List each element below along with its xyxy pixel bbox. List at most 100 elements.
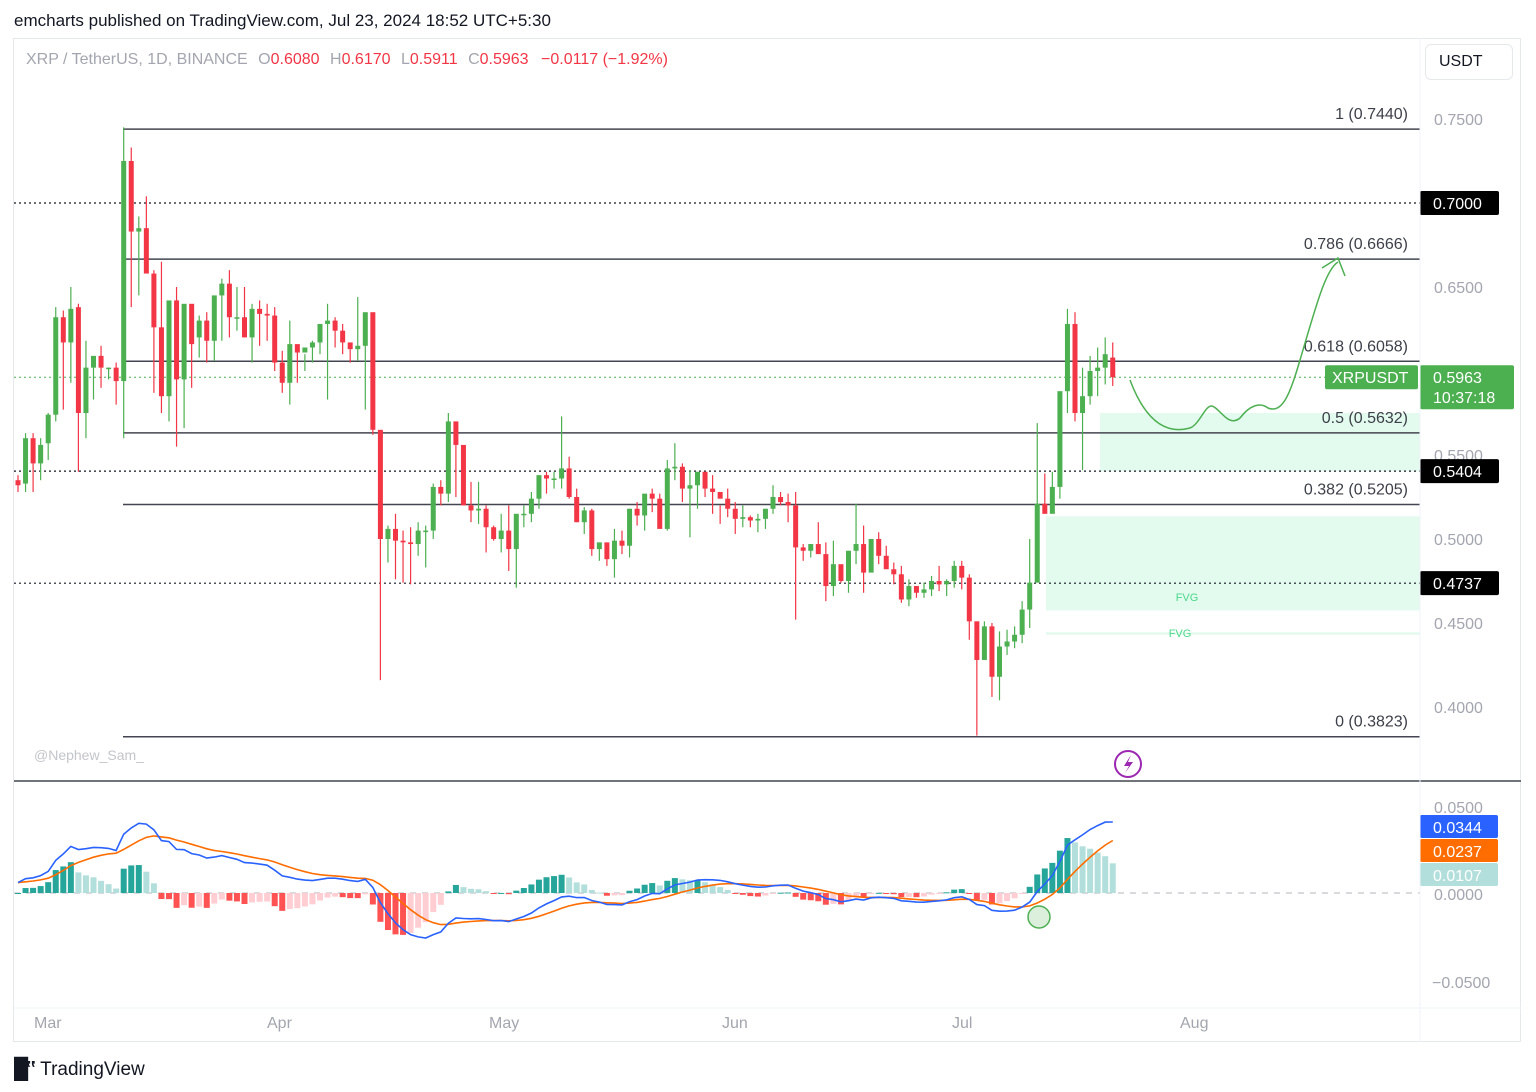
candle-down[interactable] bbox=[574, 497, 580, 523]
candle-up[interactable] bbox=[106, 367, 112, 370]
candle-up[interactable] bbox=[166, 300, 172, 397]
candle-down[interactable] bbox=[370, 312, 376, 430]
candle-down[interactable] bbox=[113, 367, 119, 382]
candle-down[interactable] bbox=[30, 438, 36, 464]
candle-up[interactable] bbox=[664, 468, 670, 529]
candle-down[interactable] bbox=[634, 508, 640, 516]
candle-down[interactable] bbox=[936, 581, 942, 585]
candle-up[interactable] bbox=[981, 626, 987, 660]
candle-up[interactable] bbox=[23, 438, 29, 484]
candle-up[interactable] bbox=[1102, 354, 1108, 368]
candle-up[interactable] bbox=[181, 303, 187, 380]
candle-down[interactable] bbox=[823, 554, 829, 587]
symbol-title[interactable]: XRP / TetherUS, 1D, BINANCE bbox=[26, 51, 248, 68]
candle-up[interactable] bbox=[513, 513, 519, 550]
candle-up[interactable] bbox=[445, 421, 451, 494]
candle-down[interactable] bbox=[974, 621, 980, 660]
candle-up[interactable] bbox=[929, 581, 935, 590]
candle-up[interactable] bbox=[762, 508, 768, 519]
candle-down[interactable] bbox=[725, 498, 731, 509]
projection-arrow-path[interactable] bbox=[1129, 256, 1346, 431]
candle-down[interactable] bbox=[468, 505, 474, 511]
candle-up[interactable] bbox=[68, 308, 74, 343]
candle-down[interactable] bbox=[483, 508, 489, 528]
candle-up[interactable] bbox=[302, 347, 308, 353]
candle-down[interactable] bbox=[204, 320, 210, 341]
candle-down[interactable] bbox=[702, 471, 708, 489]
candle-up[interactable] bbox=[536, 475, 542, 499]
candle-down[interactable] bbox=[544, 475, 549, 479]
candle-down[interactable] bbox=[75, 307, 81, 413]
candle-up[interactable] bbox=[672, 466, 678, 469]
candle-down[interactable] bbox=[717, 491, 723, 499]
candle-up[interactable] bbox=[627, 508, 633, 546]
candle-up[interactable] bbox=[521, 513, 527, 516]
candle-down[interactable] bbox=[898, 574, 904, 600]
candle-down[interactable] bbox=[377, 429, 383, 539]
candle-up[interactable] bbox=[687, 485, 693, 489]
candle-up[interactable] bbox=[1019, 609, 1025, 635]
candle-up[interactable] bbox=[1012, 634, 1018, 642]
candle-down[interactable] bbox=[778, 497, 784, 503]
candle-down[interactable] bbox=[959, 565, 965, 578]
candle-up[interactable] bbox=[1034, 503, 1040, 583]
tradingview-brand[interactable]: █‟ TradingView bbox=[14, 1058, 145, 1081]
candle-down[interactable] bbox=[340, 330, 346, 343]
candle-down[interactable] bbox=[891, 569, 897, 575]
candle-down[interactable] bbox=[491, 527, 497, 539]
candle-up[interactable] bbox=[136, 228, 142, 232]
candle-down[interactable] bbox=[732, 508, 738, 519]
candle-down[interactable] bbox=[800, 547, 806, 551]
candle-up[interactable] bbox=[596, 542, 602, 550]
candle-down[interactable] bbox=[438, 486, 444, 494]
candle-up[interactable] bbox=[1057, 391, 1063, 487]
candle-up[interactable] bbox=[1049, 486, 1055, 514]
candle-down[interactable] bbox=[876, 539, 882, 556]
candle-down[interactable] bbox=[747, 517, 753, 521]
candle-up[interactable] bbox=[287, 344, 293, 383]
candle-up[interactable] bbox=[1027, 582, 1033, 610]
candle-up[interactable] bbox=[219, 283, 225, 296]
candle-down[interactable] bbox=[158, 327, 164, 397]
currency-button[interactable]: USDT bbox=[1425, 44, 1513, 80]
candle-up[interactable] bbox=[642, 493, 648, 516]
candle-up[interactable] bbox=[528, 498, 534, 514]
candle-up[interactable] bbox=[551, 478, 557, 481]
candle-down[interactable] bbox=[393, 528, 398, 541]
candle-up[interactable] bbox=[830, 564, 836, 587]
candle-up[interactable] bbox=[921, 589, 927, 593]
candle-up[interactable] bbox=[770, 497, 776, 509]
candle-down[interactable] bbox=[279, 362, 285, 383]
candle-down[interactable] bbox=[785, 502, 791, 506]
candle-up[interactable] bbox=[1064, 323, 1070, 392]
candle-down[interactable] bbox=[657, 498, 663, 529]
candle-up[interactable] bbox=[846, 550, 851, 581]
candle-up[interactable] bbox=[415, 530, 421, 545]
candle-down[interactable] bbox=[408, 542, 414, 545]
candle-up[interactable] bbox=[211, 295, 217, 341]
candle-up[interactable] bbox=[430, 486, 436, 531]
candle-down[interactable] bbox=[604, 542, 610, 560]
candle-up[interactable] bbox=[755, 518, 761, 521]
candle-up[interactable] bbox=[740, 517, 746, 519]
candle-down[interactable] bbox=[453, 421, 459, 445]
candle-up[interactable] bbox=[196, 320, 202, 338]
candle-up[interactable] bbox=[951, 565, 957, 581]
candle-down[interactable] bbox=[966, 577, 972, 622]
candle-up[interactable] bbox=[317, 323, 323, 343]
candle-up[interactable] bbox=[121, 161, 127, 382]
candle-up[interactable] bbox=[83, 367, 89, 413]
candle-down[interactable] bbox=[619, 540, 625, 546]
candle-up[interactable] bbox=[423, 530, 429, 533]
candle-up[interactable] bbox=[868, 539, 874, 573]
candle-up[interactable] bbox=[581, 510, 587, 523]
candle-up[interactable] bbox=[695, 471, 700, 486]
candle-down[interactable] bbox=[883, 555, 889, 570]
candle-up[interactable] bbox=[1080, 396, 1086, 413]
candle-down[interactable] bbox=[332, 320, 338, 331]
candle-up[interactable] bbox=[355, 345, 361, 350]
candle-up[interactable] bbox=[808, 544, 814, 551]
candle-up[interactable] bbox=[997, 646, 1002, 677]
candle-up[interactable] bbox=[476, 508, 482, 511]
